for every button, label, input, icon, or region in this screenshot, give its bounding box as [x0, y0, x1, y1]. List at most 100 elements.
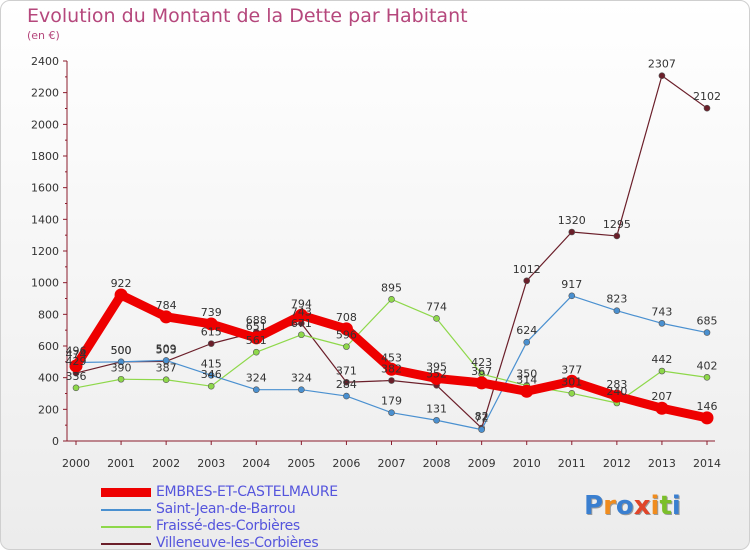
data-point [69, 359, 83, 373]
data-point [162, 376, 170, 384]
data-point [658, 320, 666, 327]
data-point [520, 384, 534, 398]
data-point [433, 416, 440, 424]
legend-label: Fraissé-des-Corbières [156, 518, 300, 534]
data-label: 207 [651, 390, 672, 403]
legend-label: EMBRES-ET-CASTELMAURE [156, 484, 338, 500]
data-label: 743 [291, 305, 312, 318]
data-point [207, 371, 215, 379]
data-point [658, 72, 666, 80]
data-point [565, 374, 579, 388]
data-label: 917 [561, 278, 582, 291]
x-tick-label: 2010 [513, 457, 541, 470]
data-label: 352 [426, 367, 447, 380]
data-label: 390 [111, 361, 132, 374]
data-label: 442 [651, 353, 672, 366]
axes: 0 200 400 600 800 1000 1200 1400 1600 1800 2000 220… [31, 55, 721, 470]
data-label: 895 [381, 281, 402, 294]
data-label: 708 [336, 311, 357, 324]
x-tick-label: 2002 [152, 457, 180, 470]
data-point [298, 331, 305, 339]
x-tick-label: 2004 [242, 457, 270, 470]
logo-letter: x [633, 491, 651, 521]
y-tick-label: 0 [52, 435, 59, 448]
data-label: 240 [606, 385, 627, 398]
data-point [117, 358, 125, 366]
data-label: 146 [697, 400, 718, 413]
data-label: 496 [66, 344, 87, 357]
data-label: 1320 [558, 214, 586, 227]
data-label: 823 [606, 293, 627, 306]
x-tick-label: 2008 [423, 457, 451, 470]
x-tick-label: 2013 [648, 457, 676, 470]
legend-swatch [101, 543, 151, 545]
x-tick-label: 2012 [603, 457, 631, 470]
data-point [523, 338, 531, 346]
legend-label: Saint-Jean-de-Barrou [156, 501, 296, 517]
x-tick-label: 2005 [287, 457, 315, 470]
data-point [388, 295, 395, 303]
data-label: 561 [246, 334, 267, 347]
x-tick-label: 2001 [107, 457, 135, 470]
data-point [388, 409, 395, 416]
data-label: 346 [201, 368, 222, 381]
y-tick-label: 1000 [31, 277, 59, 290]
data-label: 423 [471, 356, 492, 369]
data-label: 453 [381, 351, 402, 364]
data-point [703, 329, 711, 336]
data-label: 671 [291, 317, 312, 330]
data-point [298, 386, 305, 394]
legend-swatch [101, 488, 151, 497]
logo-letter: r [603, 491, 616, 521]
y-tick-label: 200 [38, 403, 59, 416]
data-point [343, 343, 350, 350]
legend-swatch [101, 526, 151, 528]
data-point [613, 232, 621, 240]
logo-letter: o [615, 491, 634, 521]
proxiti-logo: Proxiti [584, 491, 681, 521]
data-label: 509 [156, 342, 177, 355]
series-lines [69, 72, 714, 433]
data-point [610, 389, 624, 403]
y-tick-label: 1200 [31, 245, 59, 258]
legend-label: Villeneuve-les-Corbières [156, 535, 319, 550]
data-label: 395 [426, 360, 447, 373]
data-point [339, 322, 353, 336]
data-label: 131 [426, 402, 447, 415]
data-label: 382 [381, 363, 402, 376]
data-label: 2307 [648, 58, 676, 71]
data-label: 371 [336, 364, 357, 377]
y-tick-label: 800 [38, 308, 59, 321]
data-label: 685 [697, 315, 718, 328]
x-tick-label: 2006 [332, 457, 360, 470]
logo-letter: i [671, 491, 681, 521]
data-label: 301 [561, 375, 582, 388]
y-tick-label: 400 [38, 372, 59, 385]
y-tick-label: 2000 [31, 118, 59, 131]
x-tick-label: 2000 [62, 457, 90, 470]
data-point [703, 104, 711, 112]
data-point [388, 377, 395, 384]
data-point [343, 392, 350, 400]
data-label: 324 [291, 372, 312, 385]
data-label: 314 [516, 373, 537, 386]
data-point [433, 315, 440, 322]
data-label: 774 [426, 300, 447, 313]
data-label: 922 [111, 277, 132, 290]
data-label: 387 [156, 362, 177, 375]
x-tick-label: 2014 [693, 457, 721, 470]
data-point [204, 317, 218, 331]
y-tick-label: 600 [38, 340, 59, 353]
data-point [385, 362, 398, 376]
data-label: 179 [381, 395, 402, 408]
data-point [114, 288, 128, 302]
data-label: 794 [291, 297, 312, 310]
logo-letter: P [584, 491, 604, 521]
data-label: 739 [201, 306, 222, 319]
data-point [249, 331, 263, 345]
data-point [658, 367, 666, 375]
logo-letter: i [650, 491, 660, 521]
data-point [568, 228, 576, 236]
data-label: 1012 [513, 263, 541, 276]
data-point [117, 375, 125, 383]
